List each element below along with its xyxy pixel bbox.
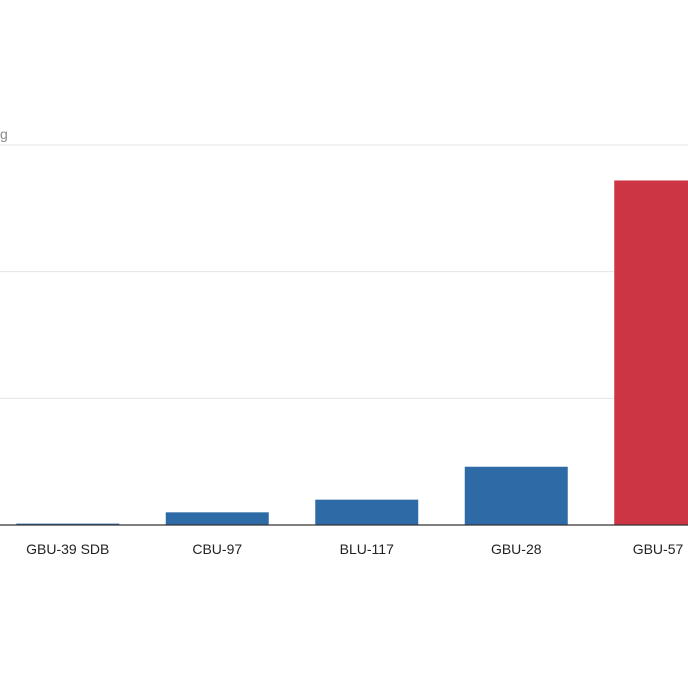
x-tick-labels: GBU-39 SDB CBU-97 BLU-117 GBU-28 GBU-57 M (26, 541, 688, 557)
bar-0 (16, 523, 120, 525)
bar-1 (165, 512, 269, 525)
x-tick-label-4: GBU-57 M (633, 541, 688, 557)
gridlines (0, 144, 688, 399)
x-tick-label-0: GBU-39 SDB (26, 541, 109, 557)
bar-4 (614, 180, 688, 525)
bars (16, 180, 688, 525)
x-tick-label-1: CBU-97 (192, 541, 242, 557)
bar-3 (464, 466, 568, 525)
bar-2 (315, 499, 419, 525)
x-tick-label-2: BLU-117 (340, 541, 394, 557)
x-tick-label-3: GBU-28 (491, 541, 542, 557)
y-axis-unit-label: g (0, 126, 8, 142)
